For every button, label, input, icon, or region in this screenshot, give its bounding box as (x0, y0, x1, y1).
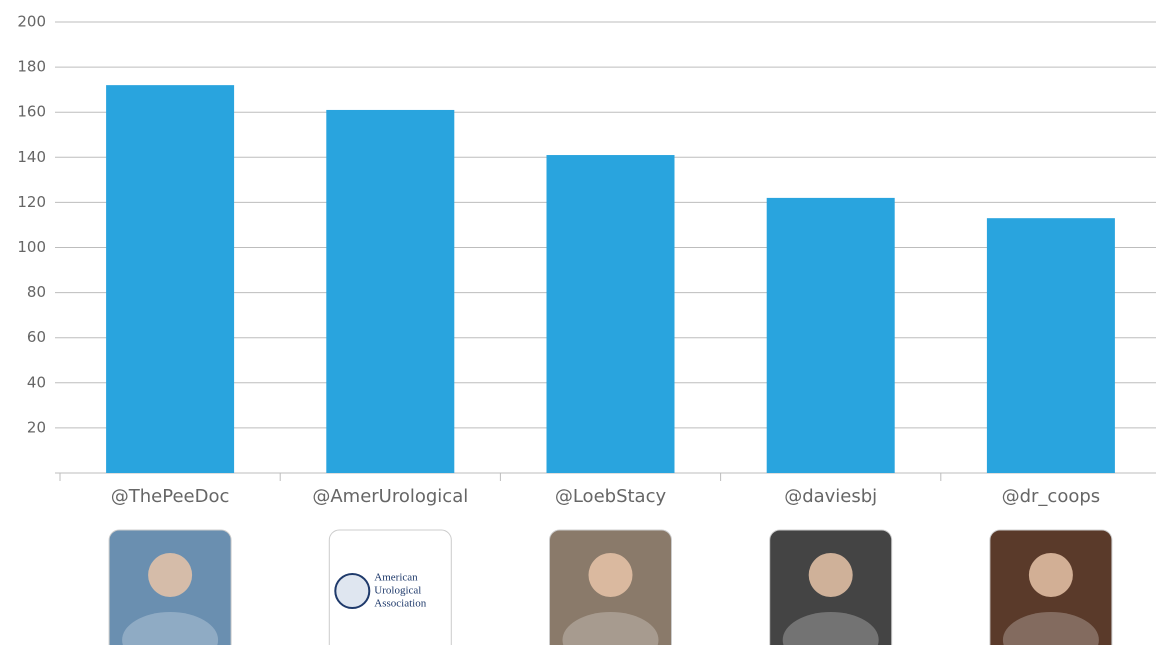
bar (547, 155, 675, 473)
y-tick-label: 100 (17, 238, 46, 256)
logo-text: Urological (374, 585, 421, 597)
y-tick-label: 20 (27, 418, 46, 436)
logo-seal (335, 574, 369, 608)
logo-text: American (374, 572, 418, 584)
logo-text: Association (374, 598, 426, 610)
chart: 20 40 60 80 100 120 140 160 180 200 @ThePeeDoc @Ame… (0, 0, 1156, 645)
y-tick-label: 180 (17, 58, 46, 76)
bar (106, 85, 234, 473)
y-tick-label: 80 (27, 283, 46, 301)
y-tick-label: 140 (17, 148, 46, 166)
x-tick-label: @AmerUrological (312, 486, 468, 507)
bar (767, 198, 895, 473)
bar (987, 218, 1115, 473)
avatar-head (148, 553, 192, 597)
y-tick-label: 160 (17, 103, 46, 121)
y-tick-label: 120 (17, 193, 46, 211)
y-tick-label: 40 (27, 373, 46, 391)
avatar-head (809, 553, 853, 597)
y-tick-label: 60 (27, 328, 46, 346)
avatar-head (589, 553, 633, 597)
avatar-head (1029, 553, 1073, 597)
x-tick-label: @dr_coops (1002, 486, 1101, 507)
bar (326, 110, 454, 473)
x-tick-label: @daviesbj (784, 486, 877, 507)
x-tick-label: @LoebStacy (555, 486, 667, 507)
x-tick-label: @ThePeeDoc (111, 486, 230, 507)
y-tick-label: 200 (17, 13, 46, 31)
